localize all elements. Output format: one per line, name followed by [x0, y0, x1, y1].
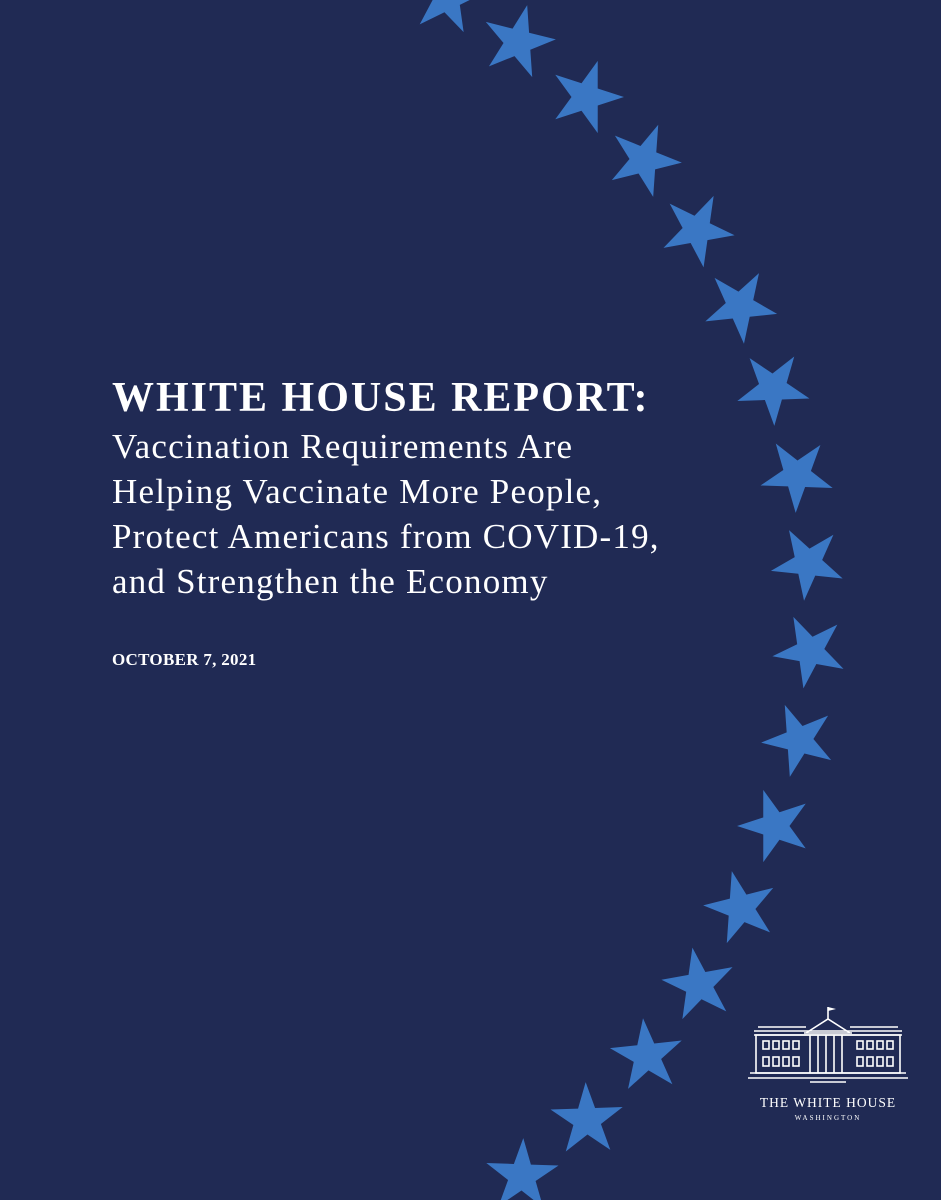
- star-icon: [695, 857, 793, 955]
- star-icon: [545, 1073, 636, 1165]
- report-title: WHITE HOUSE REPORT: Vaccination Requirem…: [112, 372, 832, 604]
- report-subtitle-line: and Strengthen the Economy: [112, 562, 549, 601]
- report-subtitle-line: Helping Vaccinate More People,: [112, 472, 603, 511]
- logo-name: THE WHITE HOUSE: [759, 1095, 897, 1110]
- report-subtitle-line: Protect Americans from COVID-19,: [112, 517, 660, 556]
- star-icon: [599, 111, 692, 202]
- star-icon: [654, 935, 750, 1032]
- star-icon: [406, 0, 490, 35]
- star-icon: [475, 0, 563, 81]
- star-icon: [752, 687, 852, 788]
- star-icon: [762, 598, 863, 699]
- star-icon: [482, 1130, 569, 1200]
- star-icon: [651, 180, 747, 274]
- star-icon: [604, 1007, 697, 1102]
- star-icon: [693, 255, 791, 351]
- logo-subtitle: WASHINGTON: [794, 1114, 862, 1122]
- star-icon: [542, 49, 633, 138]
- report-date: OCTOBER 7, 2021: [112, 650, 257, 669]
- report-heading: WHITE HOUSE REPORT:: [112, 375, 650, 421]
- star-icon: [728, 774, 827, 874]
- report-subtitle-line: Vaccination Requirements Are: [112, 427, 574, 466]
- white-house-logo: THE WHITE HOUSE WASHINGTON: [740, 1005, 916, 1122]
- white-house-building-icon: [748, 1007, 908, 1083]
